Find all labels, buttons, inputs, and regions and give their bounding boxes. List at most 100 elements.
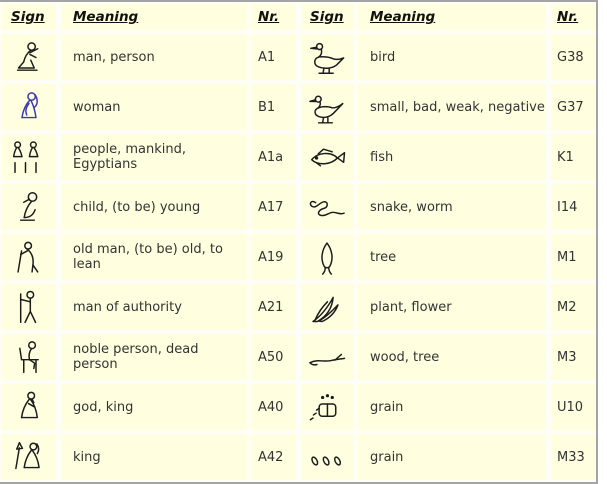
meaning-cell: small, bad, weak, negative (358, 84, 546, 130)
glyph-branch-icon (306, 339, 348, 376)
sign-cell (2, 434, 56, 480)
header-sign-left: Sign (2, 4, 56, 30)
nr-text: A17 (258, 199, 284, 215)
meaning-text: king (73, 449, 101, 465)
nr-text: A1 (258, 49, 276, 65)
glyph-people-group-icon (8, 139, 50, 176)
nr-text: M2 (557, 299, 577, 315)
nr-cell: M33 (551, 434, 596, 480)
glyph-snake-icon (306, 189, 348, 226)
nr-cell: G38 (551, 34, 596, 80)
nr-text: A40 (258, 399, 284, 415)
meaning-text: woman (73, 99, 121, 115)
nr-cell: A50 (252, 334, 296, 380)
meaning-text: noble person, dead person (73, 342, 199, 372)
glyph-king-uraeus-icon (8, 439, 50, 476)
nr-text: M1 (557, 249, 577, 265)
sign-cell (301, 234, 353, 280)
header-nr-right-label: Nr. (557, 9, 579, 25)
glyph-plant-icon (306, 289, 348, 326)
sign-cell (2, 284, 56, 330)
glyph-seated-man-icon (8, 39, 50, 76)
header-meaning-right: Meaning (358, 4, 546, 30)
glyph-three-grains-icon (306, 439, 348, 476)
header-meaning-right-label: Meaning (370, 9, 436, 25)
sign-cell (301, 84, 353, 130)
meaning-text: grain (370, 399, 404, 415)
nr-text: U10 (557, 399, 584, 415)
sign-cell (301, 434, 353, 480)
meaning-cell: grain (358, 434, 546, 480)
header-sign-right-label: Sign (310, 9, 344, 25)
nr-cell: A21 (252, 284, 296, 330)
meaning-text: tree (370, 249, 397, 265)
nr-text: I14 (557, 199, 578, 215)
nr-text: A1a (258, 149, 284, 165)
sign-cell (2, 334, 56, 380)
nr-cell: A17 (252, 184, 296, 230)
meaning-cell: man, person (61, 34, 247, 80)
nr-text: K1 (557, 149, 574, 165)
meaning-cell: tree (358, 234, 546, 280)
nr-cell: G37 (551, 84, 596, 130)
header-sign-left-label: Sign (11, 9, 45, 25)
glyph-old-man-staff-icon (8, 239, 50, 276)
meaning-text: wood, tree (370, 349, 440, 365)
meaning-text: fish (370, 149, 394, 165)
glyph-duck-icon (306, 39, 348, 76)
meaning-cell: old man, (to be) old, to lean (61, 234, 247, 280)
nr-text: A42 (258, 449, 284, 465)
sign-cell (301, 384, 353, 430)
nr-text: M33 (557, 449, 585, 465)
nr-text: G37 (557, 99, 584, 115)
sign-cell (2, 34, 56, 80)
nr-text: A21 (258, 299, 284, 315)
meaning-text: child, (to be) young (73, 199, 201, 215)
nr-cell: I14 (551, 184, 596, 230)
nr-cell: A40 (252, 384, 296, 430)
meaning-cell: god, king (61, 384, 247, 430)
glyph-fish-icon (306, 139, 348, 176)
header-meaning-left-label: Meaning (73, 9, 139, 25)
sign-cell (2, 84, 56, 130)
glyph-seated-woman-icon (8, 89, 50, 126)
meaning-text: grain (370, 449, 404, 465)
header-sign-right: Sign (301, 4, 353, 30)
sign-cell (301, 284, 353, 330)
sign-cell (2, 384, 56, 430)
meaning-cell: snake, worm (358, 184, 546, 230)
meaning-cell: bird (358, 34, 546, 80)
nr-text: G38 (557, 49, 584, 65)
meaning-cell: noble person, dead person (61, 334, 247, 380)
meaning-cell: king (61, 434, 247, 480)
meaning-cell: people, mankind, Egyptians (61, 134, 247, 180)
hieroglyph-table-grid: Sign Meaning Nr. Sign Meaning Nr. man, p… (2, 4, 596, 480)
nr-text: A50 (258, 349, 284, 365)
header-meaning-left: Meaning (61, 4, 247, 30)
sign-cell (301, 184, 353, 230)
meaning-cell: man of authority (61, 284, 247, 330)
nr-cell: B1 (252, 84, 296, 130)
sign-cell (301, 334, 353, 380)
glyph-tree-icon (306, 239, 348, 276)
nr-cell: A42 (252, 434, 296, 480)
meaning-text: god, king (73, 399, 134, 415)
nr-cell: K1 (551, 134, 596, 180)
glyph-child-icon (8, 189, 50, 226)
sign-cell (2, 184, 56, 230)
meaning-text: old man, (to be) old, to lean (73, 242, 223, 272)
meaning-cell: wood, tree (358, 334, 546, 380)
glyph-grain-measure-icon (306, 389, 348, 426)
meaning-cell: woman (61, 84, 247, 130)
nr-cell: A1a (252, 134, 296, 180)
glyph-noble-chair-icon (8, 339, 50, 376)
header-nr-left-label: Nr. (258, 9, 280, 25)
nr-text: M3 (557, 349, 577, 365)
sign-cell (2, 234, 56, 280)
sign-cell (301, 134, 353, 180)
glyph-seated-god-icon (8, 389, 50, 426)
meaning-cell: plant, flower (358, 284, 546, 330)
meaning-cell: fish (358, 134, 546, 180)
nr-cell: M1 (551, 234, 596, 280)
